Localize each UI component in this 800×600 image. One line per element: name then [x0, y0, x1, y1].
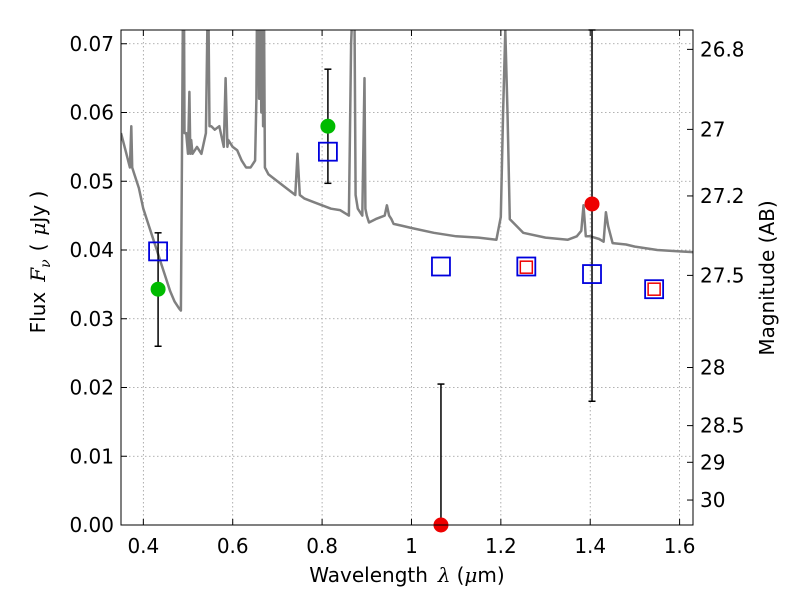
right-tick-label: 28.5	[700, 414, 745, 438]
y-tick-label: 0.00	[69, 513, 114, 537]
right-tick-label: 29	[700, 450, 725, 474]
data-point-red	[584, 196, 600, 212]
right-tick-label: 26.8	[700, 37, 745, 61]
y-tick-label: 0.04	[69, 238, 114, 262]
x-tick-label: 1.6	[664, 534, 696, 558]
y-tick-label: 0.06	[69, 101, 114, 125]
data-point-green	[320, 118, 336, 134]
y-axis-label: FluxFν(μJy )	[26, 191, 54, 334]
plot-frame	[120, 29, 694, 526]
model-square	[582, 264, 602, 284]
model-square	[318, 141, 338, 162]
data-point-green	[150, 281, 166, 297]
x-tick-label: 0.8	[306, 534, 338, 558]
right-tick-label: 27.2	[700, 184, 745, 208]
model-square	[148, 241, 168, 262]
y-tick-label: 0.05	[69, 169, 114, 193]
right-tick-label: 27	[700, 117, 725, 141]
model-square-small	[647, 282, 661, 296]
y-tick-label: 0.03	[69, 307, 114, 331]
x-tick-label: 1.2	[485, 534, 517, 558]
model-square	[644, 279, 665, 300]
right-axis-label: Magnitude (AB)	[755, 200, 779, 355]
spectrum-line	[121, 30, 693, 312]
x-axis-label: Wavelength λ (μm)	[309, 563, 504, 587]
model-square-small	[519, 260, 534, 274]
x-tick-label: 0.4	[127, 534, 159, 558]
right-tick-label: 30	[700, 488, 725, 512]
x-tick-label: 0.6	[217, 534, 249, 558]
model-square	[516, 256, 537, 277]
x-tick-label: 1	[405, 534, 418, 558]
plot-area	[121, 30, 693, 312]
y-tick-label: 0.01	[69, 444, 114, 468]
right-tick-label: 27.5	[700, 263, 745, 287]
ticks: 0.4 0.6 0.8 1 1.2 1.4 1.6 0.00 0.01 0.02 0.03 0.04 0…	[69, 30, 745, 558]
y-tick-label: 0.02	[69, 376, 114, 400]
y-tick-label: 0.07	[69, 32, 114, 56]
x-tick-label: 1.4	[574, 534, 606, 558]
markers	[148, 29, 665, 533]
model-square	[431, 256, 451, 277]
right-tick-label: 28	[700, 356, 725, 380]
